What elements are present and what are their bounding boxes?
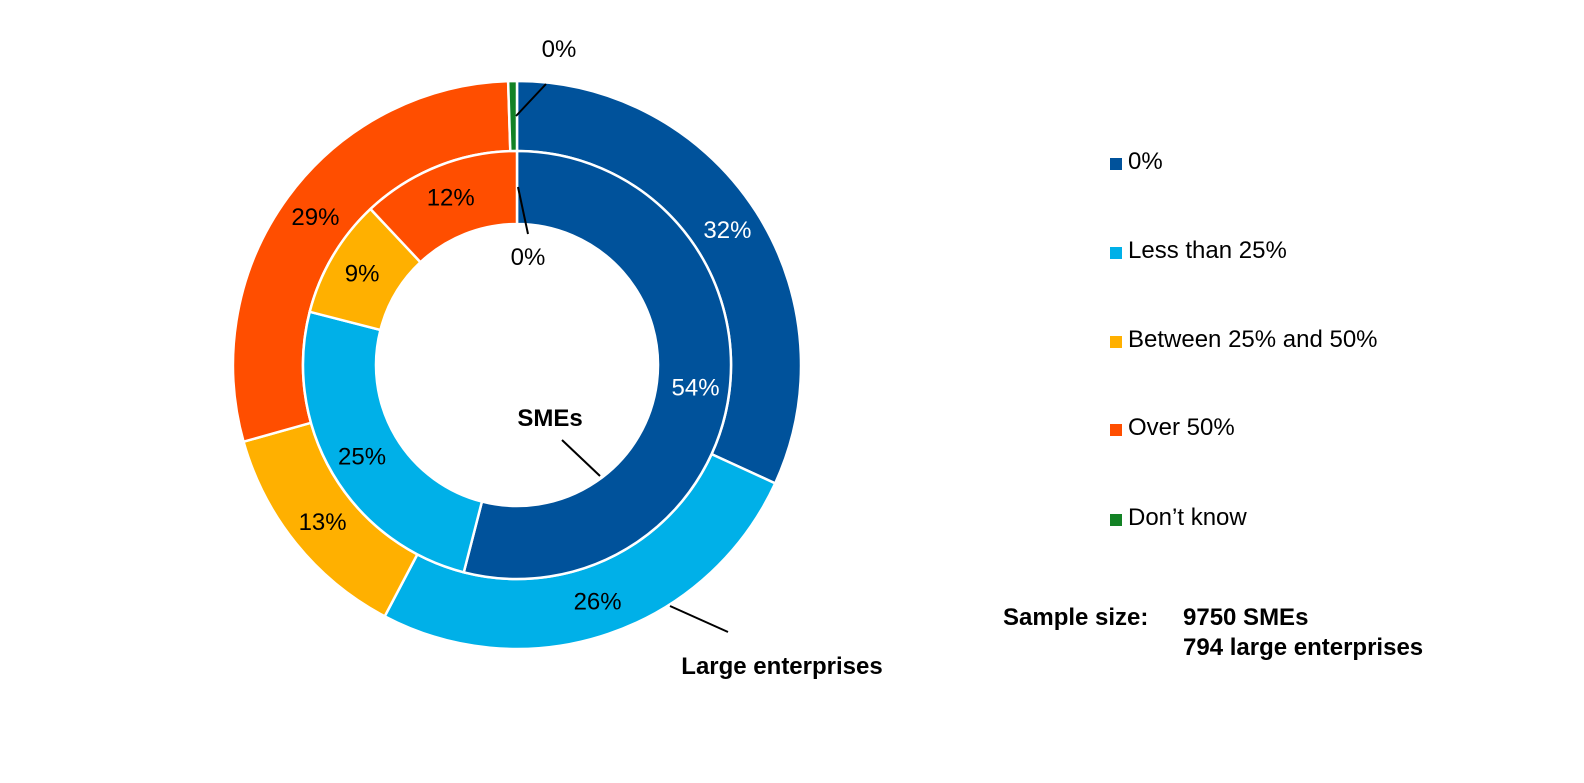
sample-size-smes: 9750 SMEs bbox=[1183, 604, 1309, 631]
smes-slice-over-50 bbox=[368, 149, 519, 264]
sample-size-values: 9750 SMEs 794 large enterprises bbox=[1183, 603, 1423, 663]
leader-lines bbox=[515, 83, 729, 633]
legend-swatch-between-25-50 bbox=[1110, 336, 1122, 348]
smes-slice-0pct bbox=[462, 149, 733, 581]
legend-swatch-dont-know bbox=[1110, 514, 1122, 526]
smes-label-between-25-50: 9% bbox=[345, 260, 380, 287]
smes-ring-label: SMEs bbox=[517, 405, 582, 432]
large-enterprises-slice-dont-know bbox=[506, 79, 519, 153]
outer-dont-know-leader-line bbox=[515, 83, 547, 117]
large-enterprises-label-dont-know: 0% bbox=[542, 36, 577, 63]
sample-size-large: 794 large enterprises bbox=[1183, 634, 1424, 661]
smes-label-over-50: 12% bbox=[427, 185, 475, 212]
legend-label-less-than-25: Less than 25% bbox=[1128, 237, 1287, 264]
inner-dont-know-leader-line bbox=[517, 186, 529, 235]
legend-label-0pct: 0% bbox=[1128, 148, 1163, 175]
legend-label-dont-know: Don’t know bbox=[1128, 504, 1247, 531]
large-enterprises-label-0pct: 32% bbox=[703, 217, 751, 244]
smes-label-less-than-25: 25% bbox=[338, 444, 386, 471]
sample-size-label: Sample size: bbox=[1003, 604, 1149, 631]
large-enterprises-leader-line bbox=[669, 605, 729, 633]
legend-swatch-less-than-25 bbox=[1110, 247, 1122, 259]
large-enterprises-ring-label: Large enterprises bbox=[681, 653, 882, 680]
smes-label-0pct: 54% bbox=[672, 375, 720, 402]
smes-slice-less-than-25 bbox=[301, 310, 484, 574]
smes-label-dont-know: 0% bbox=[511, 244, 546, 271]
large-enterprises-label-between-25-50: 13% bbox=[299, 509, 347, 536]
legend-swatch-over-50 bbox=[1110, 424, 1122, 436]
slice-labels: 54% 25% 9% 12% 0% 32% 26% 13% 29% 0% bbox=[291, 36, 751, 616]
legend-swatch-0pct bbox=[1110, 158, 1122, 170]
large-enterprises-label-over-50: 29% bbox=[291, 204, 339, 231]
smes-ring bbox=[301, 149, 733, 581]
smes-leader-line bbox=[561, 439, 601, 477]
legend-label-between-25-50: Between 25% and 50% bbox=[1128, 326, 1378, 353]
large-enterprises-label-less-than-25: 26% bbox=[574, 589, 622, 616]
legend-label-over-50: Over 50% bbox=[1128, 414, 1235, 441]
